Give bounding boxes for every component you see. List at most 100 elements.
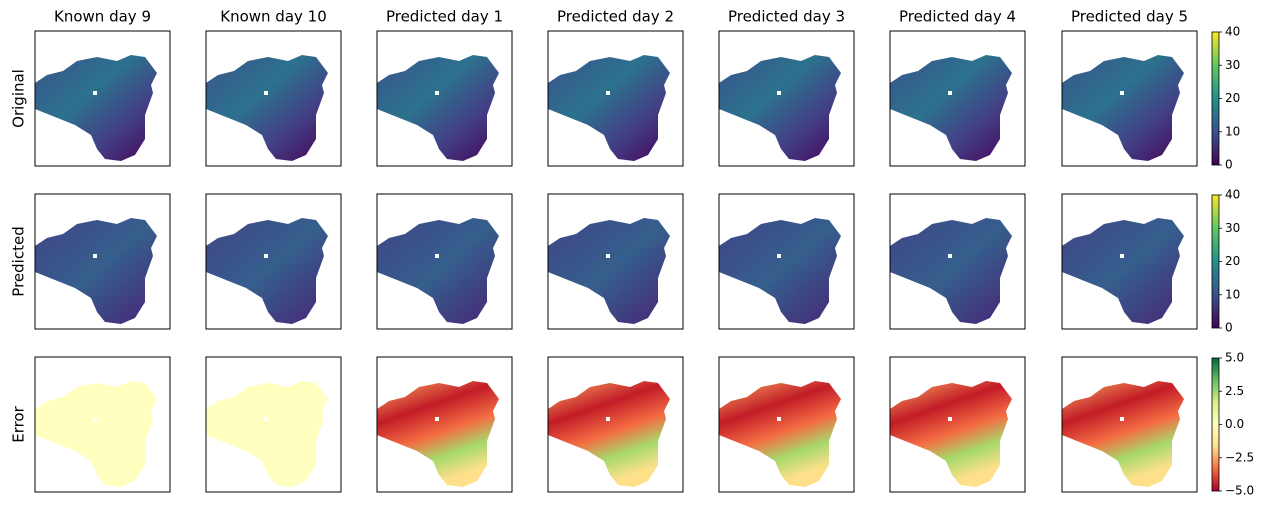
panel-frame (1061, 30, 1198, 167)
panel (547, 356, 684, 493)
panel-frame (547, 193, 684, 330)
map-region (206, 55, 328, 161)
map-region (548, 218, 670, 324)
panel (1061, 30, 1198, 167)
colorbar-tick-label: 20 (1225, 254, 1240, 268)
map-region (719, 381, 841, 487)
missing-pixel (264, 91, 268, 95)
missing-pixel (777, 91, 781, 95)
row-label: Predicted (10, 226, 28, 296)
panel (205, 193, 342, 330)
colorbar-tick-label: 0.0 (1225, 417, 1244, 431)
column-title: Known day 9 (54, 8, 151, 26)
map-region (890, 218, 1012, 324)
missing-pixel (93, 417, 97, 421)
panel-frame (376, 356, 513, 493)
panel-frame (889, 356, 1026, 493)
panel-frame (376, 193, 513, 330)
missing-pixel (948, 417, 952, 421)
column-title: Predicted day 2 (557, 8, 674, 26)
panel-frame (889, 30, 1026, 167)
panel-frame (718, 30, 855, 167)
panel-frame (205, 193, 342, 330)
column-title: Predicted day 5 (1071, 8, 1188, 26)
map-region (1062, 55, 1184, 161)
map-region (548, 55, 670, 161)
map-region (35, 55, 157, 161)
map-region (890, 381, 1012, 487)
missing-pixel (777, 254, 781, 258)
colorbar-tick-label: 40 (1225, 188, 1240, 202)
row-label: Error (10, 405, 28, 442)
column-title: Predicted day 3 (728, 8, 845, 26)
missing-pixel (264, 417, 268, 421)
colorbar (1211, 31, 1220, 166)
panel (34, 30, 171, 167)
map-region (35, 218, 157, 324)
map-region (1062, 381, 1184, 487)
missing-pixel (777, 417, 781, 421)
panel-frame (547, 356, 684, 493)
panel (889, 356, 1026, 493)
colorbar-tick-label: −5.0 (1225, 484, 1254, 498)
colorbar-tick-label: 10 (1225, 124, 1240, 138)
panel (889, 193, 1026, 330)
missing-pixel (606, 417, 610, 421)
missing-pixel (1120, 91, 1124, 95)
colorbar-tick-label: 0 (1225, 158, 1233, 172)
panel (1061, 356, 1198, 493)
colorbar-tick-label: 10 (1225, 287, 1240, 301)
panel (376, 193, 513, 330)
panel (889, 30, 1026, 167)
map-region (377, 381, 499, 487)
missing-pixel (93, 91, 97, 95)
panel (376, 356, 513, 493)
missing-pixel (606, 254, 610, 258)
panel-frame (547, 30, 684, 167)
panel (718, 30, 855, 167)
row-label: Original (10, 69, 28, 128)
colorbar-tick-label: 0 (1225, 321, 1233, 335)
colorbar-tick-label: 30 (1225, 58, 1240, 72)
panel (718, 356, 855, 493)
map-region (890, 55, 1012, 161)
panel (718, 193, 855, 330)
missing-pixel (948, 91, 952, 95)
panel-frame (376, 30, 513, 167)
panel-frame (205, 356, 342, 493)
panel (1061, 193, 1198, 330)
panel (34, 356, 171, 493)
missing-pixel (264, 254, 268, 258)
panel (547, 193, 684, 330)
panel (34, 193, 171, 330)
column-title: Predicted day 4 (899, 8, 1016, 26)
colorbar-tick-label: −2.5 (1225, 450, 1254, 464)
colorbar-tick-label: 30 (1225, 221, 1240, 235)
panel-frame (34, 30, 171, 167)
colorbar-tick-label: 5.0 (1225, 351, 1244, 365)
column-title: Known day 10 (220, 8, 327, 26)
panel-frame (718, 356, 855, 493)
missing-pixel (1120, 417, 1124, 421)
panel-frame (889, 193, 1026, 330)
map-region (719, 55, 841, 161)
panel-frame (1061, 193, 1198, 330)
missing-pixel (1120, 254, 1124, 258)
map-region (35, 381, 157, 487)
panel (376, 30, 513, 167)
missing-pixel (435, 417, 439, 421)
map-region (206, 381, 328, 487)
map-region (377, 55, 499, 161)
colorbar-tick-label: 20 (1225, 91, 1240, 105)
colorbar (1211, 357, 1220, 492)
map-region (206, 218, 328, 324)
missing-pixel (435, 254, 439, 258)
map-region (1062, 218, 1184, 324)
panel-frame (718, 193, 855, 330)
missing-pixel (93, 254, 97, 258)
panel-frame (34, 193, 171, 330)
missing-pixel (606, 91, 610, 95)
map-region (719, 218, 841, 324)
column-title: Predicted day 1 (386, 8, 503, 26)
